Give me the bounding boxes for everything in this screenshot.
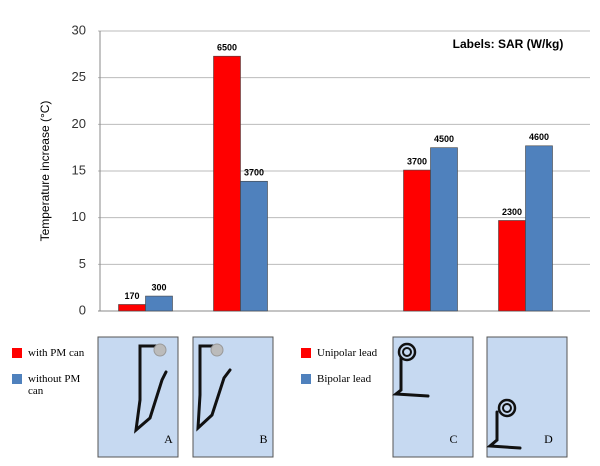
data-label: 4600 — [529, 132, 549, 142]
legend-item: Unipolar lead — [301, 347, 387, 359]
y-tick-label: 0 — [79, 302, 86, 317]
bar — [525, 145, 553, 312]
legend-swatch — [12, 348, 22, 358]
diagrams — [97, 336, 568, 458]
y-tick-label: 5 — [79, 256, 86, 271]
legend-text: Bipolar lead — [317, 373, 372, 385]
panel-label: B — [259, 432, 267, 446]
bar — [145, 295, 173, 312]
panel-label: A — [164, 432, 173, 446]
data-label: 4500 — [434, 134, 454, 144]
annotation: Labels: SAR (W/kg) — [453, 37, 564, 51]
y-axis-label: Temperature increase (°C) — [38, 101, 52, 242]
panel-label: C — [449, 432, 457, 446]
panel-label: D — [544, 432, 553, 446]
data-label: 3700 — [407, 156, 427, 166]
legend-item: without PM can — [12, 373, 98, 397]
data-label: 170 — [124, 291, 139, 301]
legend-text: Unipolar lead — [317, 347, 378, 359]
y-tick-label: 25 — [72, 69, 86, 84]
legend-item: with PM can — [12, 347, 98, 359]
legend-swatch — [12, 374, 22, 384]
bar — [213, 55, 241, 312]
bar — [118, 304, 146, 312]
legend-item: Bipolar lead — [301, 373, 387, 385]
data-label: 2300 — [502, 207, 522, 217]
data-label: 6500 — [217, 43, 237, 53]
data-label: 3700 — [244, 168, 264, 178]
legend-swatch — [301, 374, 311, 384]
y-tick-label: 10 — [72, 209, 86, 224]
legend-text: without PM can — [28, 373, 81, 397]
data-label: 300 — [151, 282, 166, 292]
legend-text: with PM can — [28, 347, 85, 359]
bar — [403, 169, 431, 312]
bar — [498, 220, 526, 312]
y-tick-label: 20 — [72, 116, 86, 131]
y-tick-label: 15 — [72, 162, 86, 177]
y-tick-label: 30 — [72, 22, 86, 37]
bar — [240, 180, 268, 312]
bar — [430, 147, 458, 312]
legend-swatch — [301, 348, 311, 358]
